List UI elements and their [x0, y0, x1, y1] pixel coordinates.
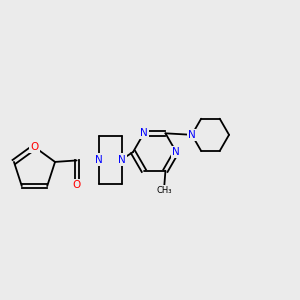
Text: N: N	[188, 130, 196, 140]
Text: O: O	[30, 142, 39, 152]
Text: CH₃: CH₃	[156, 186, 172, 195]
Text: N: N	[95, 154, 103, 164]
Text: N: N	[172, 147, 180, 157]
Text: N: N	[118, 154, 125, 164]
Text: N: N	[140, 128, 148, 138]
Text: O: O	[73, 180, 81, 190]
